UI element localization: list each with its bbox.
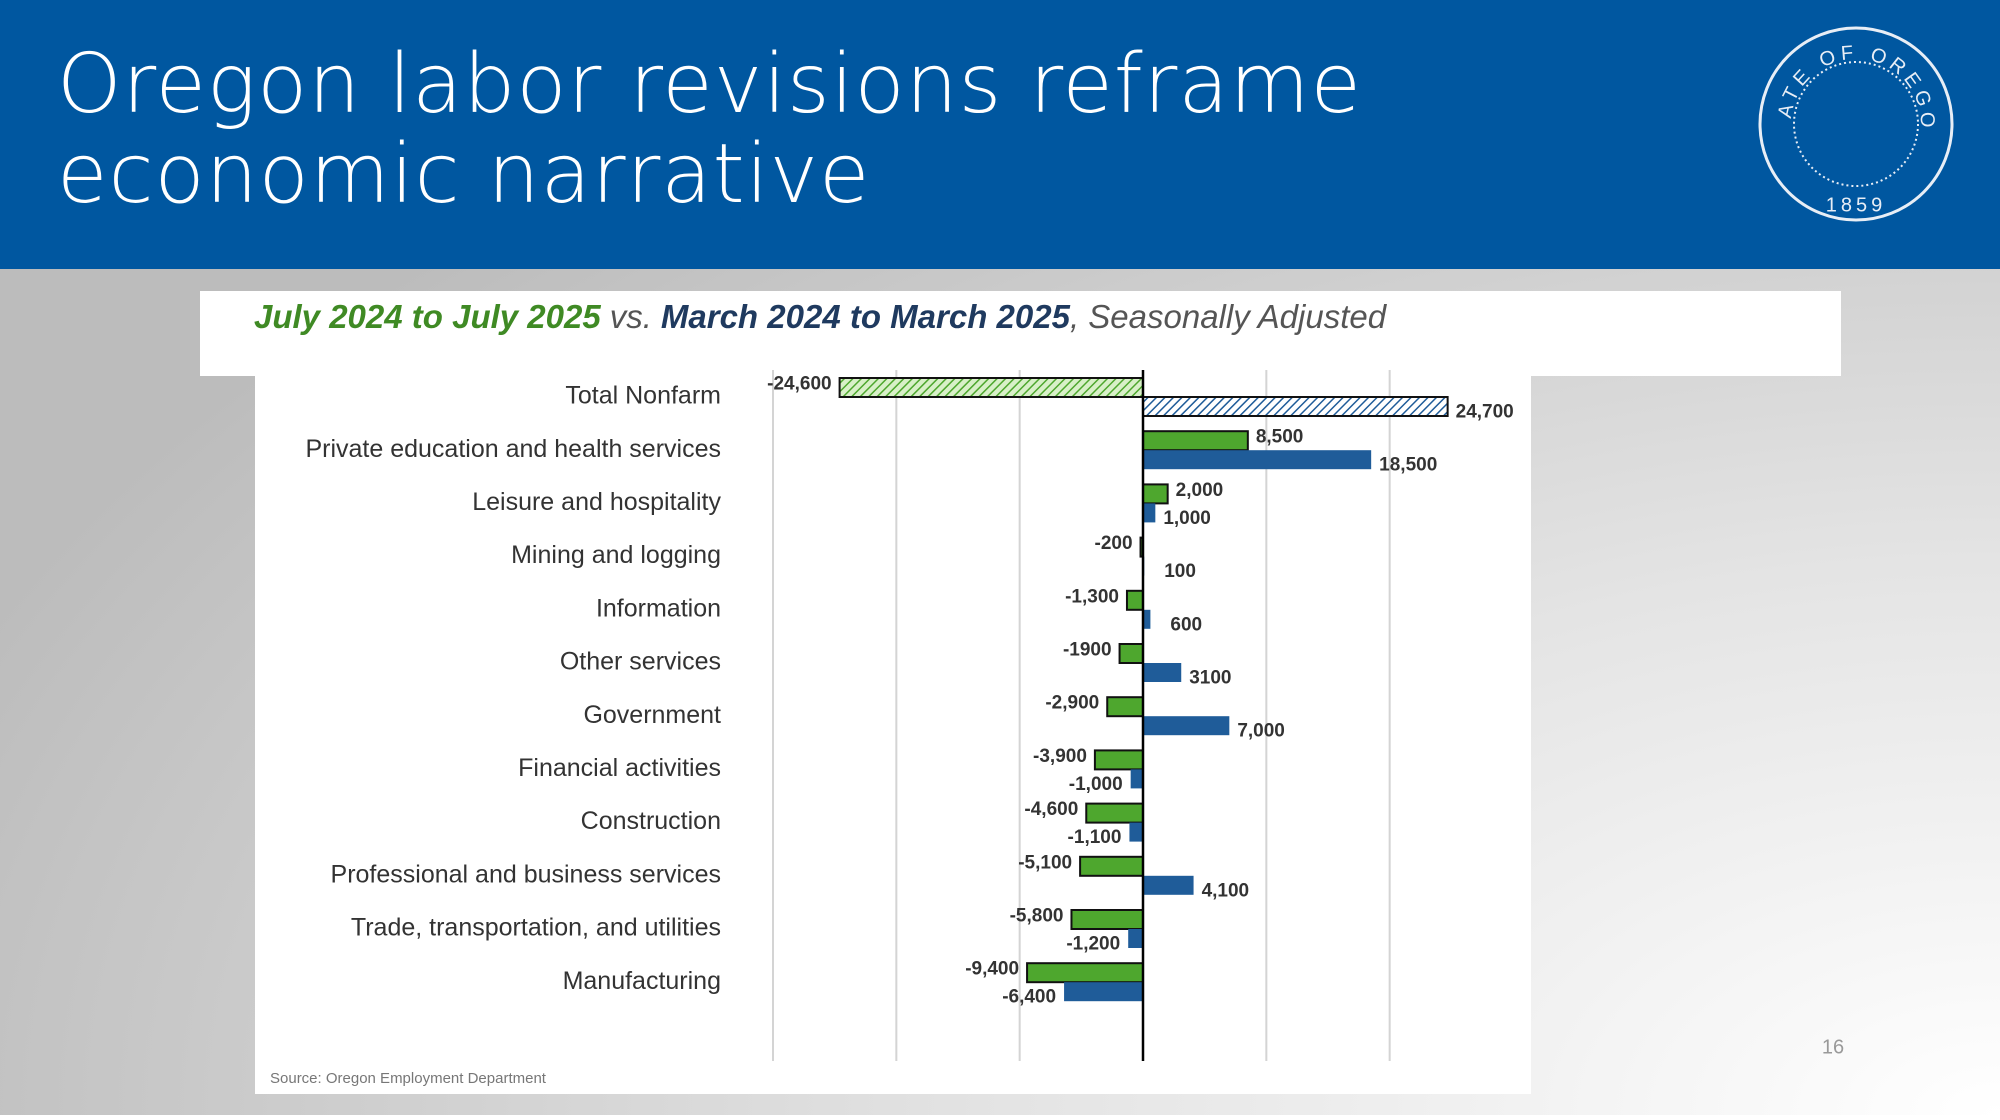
bar <box>1142 483 1169 505</box>
category-label: Private education and health services <box>305 435 721 463</box>
category-label: Leisure and hospitality <box>472 488 721 516</box>
value-label: -1,300 <box>1065 586 1119 607</box>
value-label: -1,200 <box>1066 934 1120 955</box>
value-label: -6,400 <box>1002 987 1056 1008</box>
category-label: Trade, transportation, and utilities <box>351 914 721 942</box>
bar <box>1118 643 1144 664</box>
slide-title: Oregon labor revisions reframe economic … <box>57 37 1362 222</box>
bar <box>1143 716 1230 736</box>
chart-title-box <box>200 291 1841 376</box>
bar <box>1142 396 1449 417</box>
category-label: Total Nonfarm <box>565 382 721 410</box>
source: Source: Oregon Employment Department <box>270 1070 547 1087</box>
bar <box>1143 609 1151 629</box>
value-label: 2,000 <box>1176 480 1224 501</box>
chart-panel <box>255 376 1531 1094</box>
bar <box>1079 855 1144 877</box>
bar <box>1128 929 1143 948</box>
bar <box>1143 503 1156 523</box>
value-label: -1,000 <box>1069 774 1123 795</box>
title-series-1: March 2024 to March 2025 <box>661 298 1071 335</box>
bar <box>1143 450 1372 470</box>
category-label: Manufacturing <box>563 967 721 995</box>
category-label: Mining and logging <box>511 541 721 569</box>
bar <box>1143 663 1182 682</box>
bar <box>1143 875 1194 895</box>
value-label: 4,100 <box>1202 880 1250 901</box>
bar <box>1130 769 1143 789</box>
value-label: -24,600 <box>767 374 831 395</box>
category-label: Other services <box>560 648 721 676</box>
value-label: -4,600 <box>1024 799 1078 820</box>
seal-ring <box>1758 26 1954 222</box>
value-label: 1,000 <box>1163 508 1211 529</box>
bar <box>1142 430 1249 452</box>
page-number: 16 <box>1822 1036 1844 1058</box>
value-label: 600 <box>1170 614 1202 635</box>
chart-title: July 2024 to July 2025 vs. March 2024 to M… <box>254 298 1388 335</box>
seal-year: 1859 <box>1826 194 1887 216</box>
category-label: Professional and business services <box>331 860 721 888</box>
bar <box>1106 696 1144 718</box>
bar <box>1064 982 1143 1002</box>
value-label: -2,900 <box>1045 693 1099 714</box>
bar <box>1093 749 1145 771</box>
bar <box>1125 589 1145 611</box>
value-label: 100 <box>1164 561 1196 582</box>
value-label: -9,400 <box>965 959 1019 980</box>
value-label: 24,700 <box>1456 402 1514 423</box>
value-label: 18,500 <box>1379 455 1437 476</box>
bar <box>1129 822 1143 842</box>
value-label: 3100 <box>1189 668 1231 689</box>
bar <box>1070 909 1145 930</box>
bar <box>1085 802 1145 824</box>
title-series-0: July 2024 to July 2025 <box>254 298 601 335</box>
value-label: 7,000 <box>1237 721 1285 742</box>
category-label: Information <box>596 594 721 622</box>
category-label: Financial activities <box>518 754 721 782</box>
value-label: -1900 <box>1063 640 1112 661</box>
seal-inner <box>1793 61 1919 187</box>
plot: Total Nonfarm -24,600 24,700 Private educat… <box>305 370 1514 1061</box>
value-label: -1,100 <box>1068 827 1122 848</box>
category-label: Construction <box>581 807 721 835</box>
title-connector: vs. <box>610 298 652 335</box>
value-label: -200 <box>1095 533 1133 554</box>
value-label: -5,800 <box>1010 906 1064 927</box>
bar <box>1026 962 1144 984</box>
value-label: -5,100 <box>1018 852 1072 873</box>
bar <box>838 377 1144 398</box>
value-label: 8,500 <box>1256 427 1304 448</box>
value-label: -3,900 <box>1033 746 1087 767</box>
category-label: Government <box>583 701 721 729</box>
header-band <box>0 0 2000 269</box>
title-suffix: , Seasonally Adjusted <box>1070 298 1388 335</box>
